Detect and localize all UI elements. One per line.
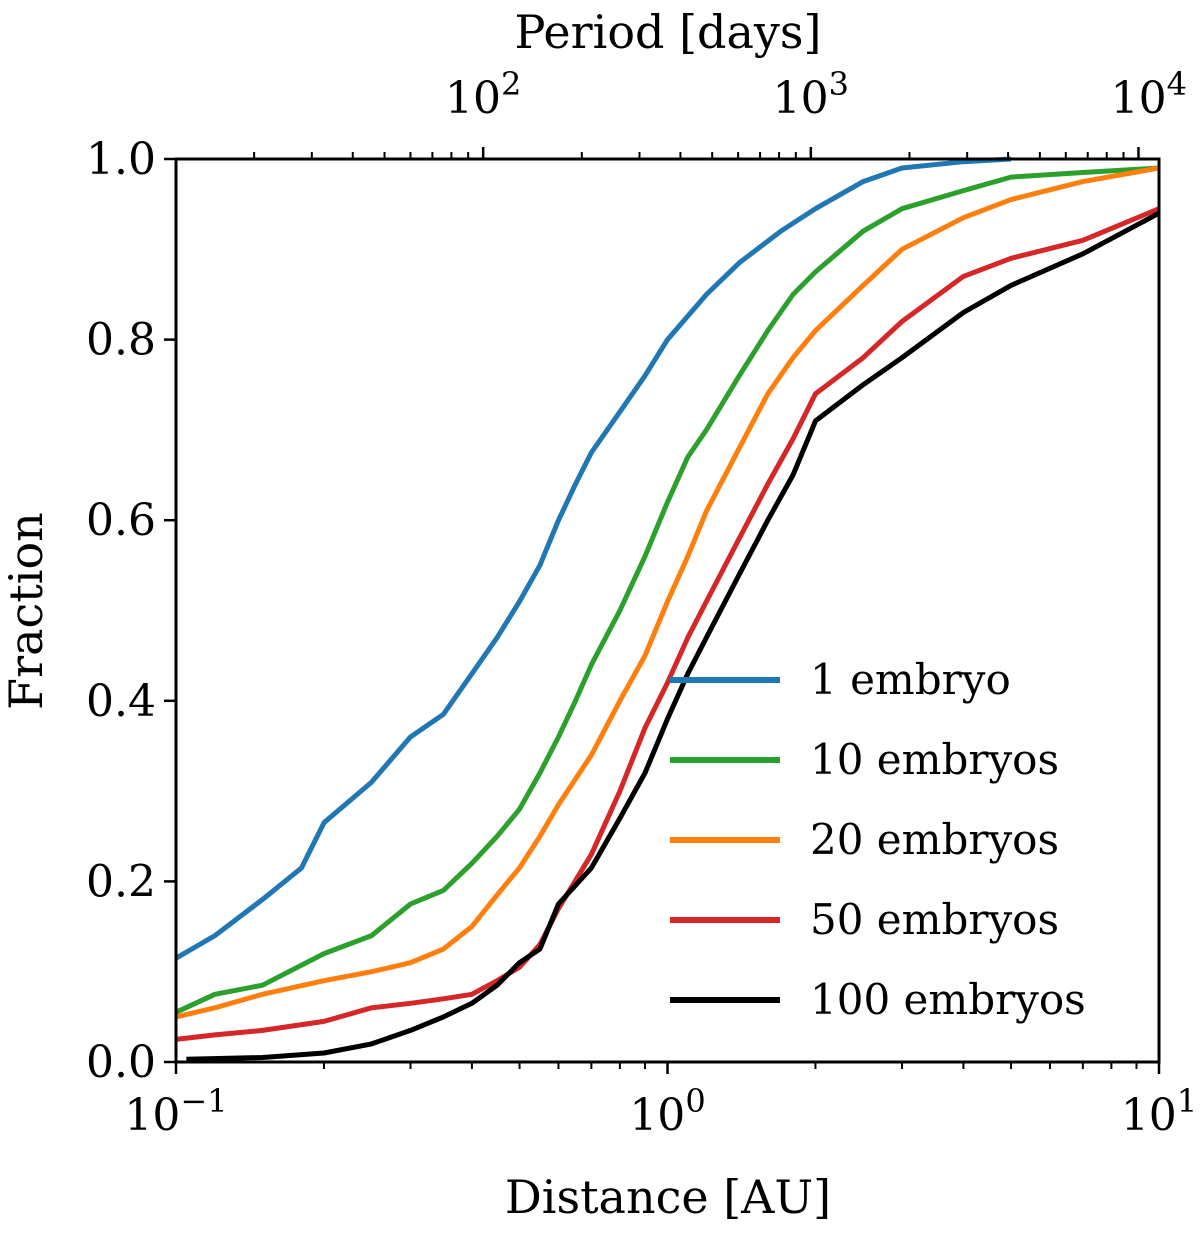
y-tick-label-1: 0.0	[86, 1037, 156, 1088]
legend-label-1: 1 embryo	[810, 655, 1011, 704]
series-line-5	[186, 210, 1161, 1062]
legend-label-2: 10 embryos	[810, 735, 1059, 784]
series-line-4	[175, 206, 1160, 1042]
x-tick-label-1: 10−1	[124, 1082, 227, 1141]
top-tick-label-3: 104	[1111, 65, 1187, 124]
legend-label-3: 20 embryos	[810, 815, 1059, 864]
y-tick-label-2: 0.2	[86, 856, 156, 907]
y-axis-title: Fraction	[0, 512, 53, 710]
series-line-3	[175, 165, 1160, 1020]
series-line-2	[174, 165, 1160, 1015]
y-tick-label-4: 0.6	[86, 495, 156, 546]
top-tick-label-1: 102	[445, 65, 521, 124]
top-tick-label-2: 103	[773, 65, 849, 124]
legend-label-5: 100 embryos	[810, 975, 1086, 1024]
plot-frame	[174, 157, 1161, 1064]
y-tick-label-6: 1.0	[86, 134, 156, 185]
legend: 1 embryo 10 embryos 20 embryos 50 embryos 10…	[670, 655, 1086, 1024]
legend-label-4: 50 embryos	[810, 895, 1059, 944]
y-tick-label-5: 0.8	[86, 315, 156, 366]
series-line-1	[174, 156, 1012, 961]
top-axis-title: Period [days]	[515, 5, 822, 59]
ticks-layer: 10−1 100 101 0.0 0.2 0.4 0.6 0.8 1.0 102 103 104	[86, 65, 1197, 1141]
x-axis-title: Distance [AU]	[505, 1170, 831, 1224]
x-tick-label-2: 100	[629, 1082, 705, 1141]
x-tick-label-3: 101	[1121, 1082, 1197, 1141]
y-tick-label-3: 0.4	[86, 676, 156, 727]
series-layer	[174, 156, 1161, 1062]
